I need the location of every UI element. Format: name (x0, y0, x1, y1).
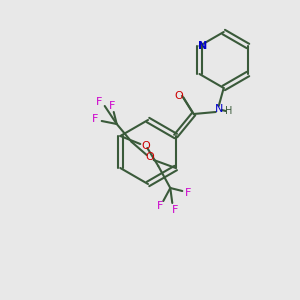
Text: N: N (214, 104, 223, 114)
Text: H: H (225, 106, 232, 116)
Text: O: O (174, 91, 183, 101)
Text: O: O (145, 152, 154, 162)
Text: N: N (198, 41, 207, 51)
Text: F: F (172, 205, 178, 215)
Text: F: F (95, 97, 102, 107)
Text: F: F (157, 201, 164, 211)
Text: F: F (109, 101, 115, 111)
Text: F: F (185, 188, 191, 198)
Text: F: F (92, 114, 98, 124)
Text: O: O (141, 141, 150, 151)
